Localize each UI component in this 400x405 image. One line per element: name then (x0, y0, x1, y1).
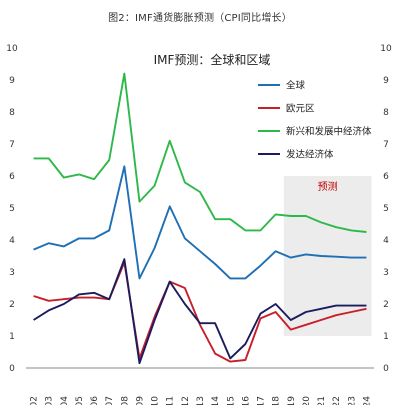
legend-label: 欧元区 (286, 103, 315, 115)
figure-title: 图2：IMF通货膨胀预测（CPI同比增长） (108, 13, 292, 24)
forecast-label: 预测 (318, 180, 338, 193)
y-tick-label-left: 3 (9, 268, 15, 278)
x-tick-label: 2005 (75, 396, 85, 405)
y-tick-label-right: 3 (383, 268, 389, 278)
y-tick-label-right: 8 (383, 108, 389, 118)
x-tick-label: 2019 (287, 396, 297, 405)
y-tick-label-right: 5 (383, 204, 389, 214)
legend-label: 新兴和发展中经济体 (286, 126, 372, 138)
axes-layer: 0 0 1 1 2 2 3 3 4 4 5 5 6 6 7 7 8 8 9 9 10 10 2002 2003 2004 2005… (6, 44, 392, 405)
series-line-2 (33, 72, 367, 233)
legend-label: 全球 (286, 80, 306, 92)
y-tick-label-right: 1 (383, 332, 389, 342)
x-tick-label: 2003 (45, 396, 55, 405)
x-tick-label: 2012 (181, 396, 191, 405)
x-tick-label: 2018 (272, 396, 282, 405)
x-tick-label: 2017 (257, 396, 267, 405)
y-tick-label-left: 8 (9, 108, 15, 118)
x-tick-label: 2008 (120, 396, 130, 405)
series-line-3 (33, 258, 367, 365)
x-tick-label: 2010 (151, 396, 161, 405)
x-tick-label: 2022 (332, 396, 342, 405)
series-line-0 (33, 165, 367, 280)
x-tick-label: 2011 (166, 396, 176, 405)
y-tick-label-left: 9 (9, 76, 15, 86)
y-tick-label-left: 4 (9, 236, 15, 246)
x-tick-label: 2023 (347, 396, 357, 405)
x-tick-label: 2021 (317, 396, 327, 405)
series-line-1 (33, 261, 367, 363)
y-tick-label-right: 4 (383, 236, 389, 246)
y-tick-label-right: 6 (383, 172, 389, 182)
y-tick-label-left: 5 (9, 204, 15, 214)
chart-title: IMF预测：全球和区域 (154, 52, 271, 67)
legend-label: 发达经济体 (286, 149, 334, 161)
x-tick-label: 2002 (30, 396, 40, 405)
x-tick-label: 2020 (302, 396, 312, 405)
x-tick-label: 2016 (241, 396, 251, 405)
x-tick-label: 2004 (60, 396, 70, 405)
y-tick-label-right: 9 (383, 76, 389, 86)
x-tick-label: 2024 (362, 396, 372, 405)
x-tick-label: 2013 (196, 396, 206, 405)
y-tick-label-left: 0 (9, 364, 15, 374)
x-tick-label: 2006 (90, 396, 100, 405)
x-tick-label: 2014 (211, 396, 221, 405)
y-tick-label-left: 10 (6, 44, 18, 54)
x-tick-label: 2015 (226, 396, 236, 405)
y-tick-label-left: 7 (9, 140, 15, 150)
x-tick-label: 2009 (135, 396, 145, 405)
series-layer (33, 72, 367, 365)
y-tick-label-left: 2 (9, 300, 15, 310)
y-tick-label-right: 0 (383, 364, 389, 374)
y-tick-label-left: 1 (9, 332, 15, 342)
y-tick-label-right: 7 (383, 140, 389, 150)
y-tick-label-right: 10 (380, 44, 392, 54)
x-tick-label: 2007 (105, 396, 115, 405)
y-tick-label-right: 2 (383, 300, 389, 310)
y-tick-label-left: 6 (9, 172, 15, 182)
